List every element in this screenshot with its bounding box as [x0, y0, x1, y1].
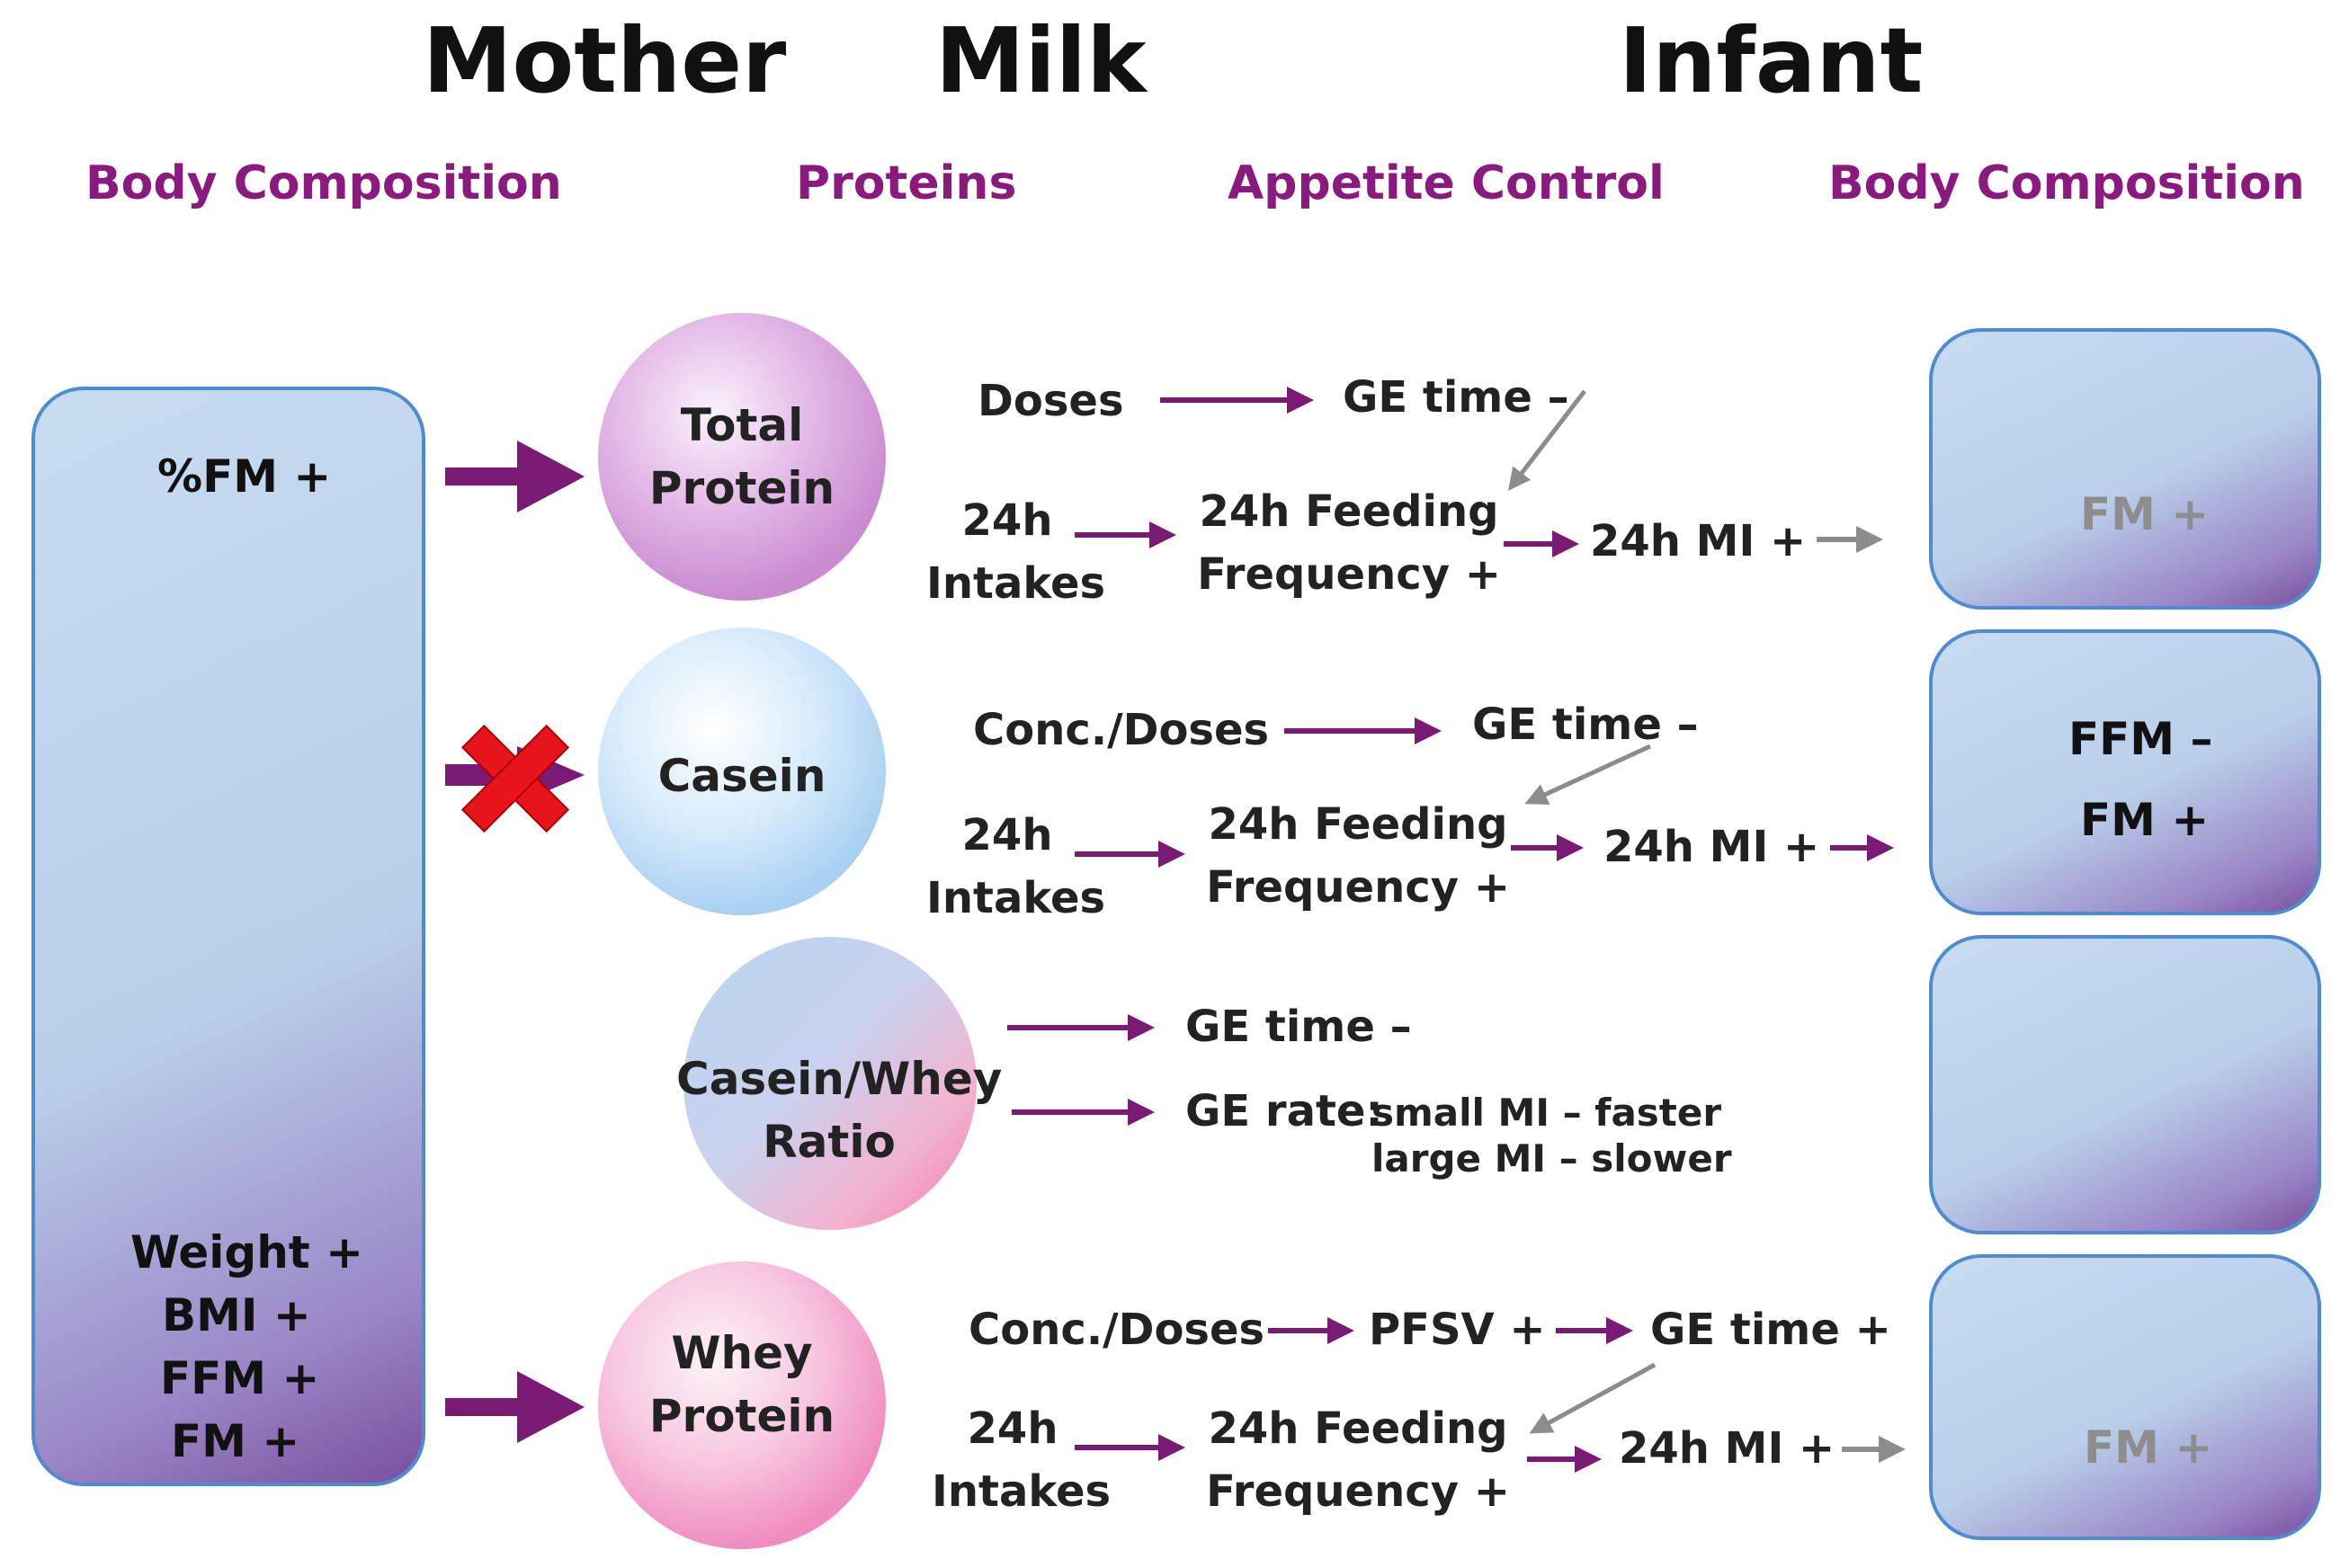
row1-intakes-line2: Intakes	[926, 557, 1106, 609]
infant-box-casein	[1929, 629, 2321, 915]
whey-protein-label: Whey Protein	[634, 1322, 850, 1448]
row2-mi: 24h MI +	[1603, 822, 1820, 872]
row2-intakes-line1: 24h	[961, 810, 1053, 860]
infant-box2-ffm: FFM –	[2068, 713, 2213, 765]
header-milk: Milk	[935, 8, 1147, 113]
row2-intakes: 24h Intakes	[926, 805, 1106, 930]
mother-fm-percent: %FM +	[157, 450, 332, 503]
row1-ge-time: GE time –	[1343, 372, 1569, 423]
subheader-infant-body: Body Composition	[1828, 156, 2305, 210]
total-protein-label: Total Protein	[634, 394, 850, 520]
row2-feeding: 24h Feeding Frequency +	[1192, 794, 1524, 919]
header-mother: Mother	[423, 8, 787, 113]
header-infant: Infant	[1619, 8, 1924, 113]
whey-line2: Protein	[648, 1390, 835, 1442]
ratio-line2: Ratio	[763, 1116, 896, 1168]
mother-to-whey-arrow	[445, 1371, 585, 1443]
subheader-mother-body: Body Composition	[85, 156, 562, 210]
row1-intakes-line1: 24h	[961, 495, 1053, 546]
ratio-line1: Casein/Whey	[676, 1053, 1003, 1105]
row3-small-mi: small MI – faster	[1371, 1091, 1722, 1135]
row3-ge-rate: GE rate:	[1185, 1086, 1383, 1136]
whey-line1: Whey	[671, 1327, 813, 1379]
row4-intakes-line1: 24h	[967, 1403, 1058, 1454]
infant-box-ratio	[1929, 935, 2321, 1234]
row4-ge-time: GE time +	[1650, 1305, 1891, 1355]
total-protein-circle	[598, 313, 886, 601]
mother-body-composition-box	[31, 387, 425, 1486]
row4-feeding: 24h Feeding Frequency +	[1192, 1398, 1524, 1523]
row3-large-mi: large MI – slower	[1371, 1136, 1732, 1180]
row4-pfsv: PFSV +	[1369, 1305, 1546, 1355]
row1-doses: Doses	[978, 376, 1124, 426]
row4-intakes: 24h Intakes	[932, 1398, 1112, 1523]
row2-feeding-line2: Frequency +	[1206, 861, 1510, 913]
infant-box-whey	[1929, 1254, 2321, 1540]
casein-whey-ratio-label: Casein/Whey Ratio	[676, 1047, 1003, 1173]
infant-box4-fm: FM +	[2084, 1421, 2213, 1474]
row4-mi: 24h MI +	[1619, 1423, 1835, 1474]
casein-label: Casein	[657, 750, 826, 802]
mother-to-total-arrow	[445, 441, 585, 512]
arrow-getime-feeding-casein	[1524, 744, 1652, 806]
row2-ge-time: GE time –	[1472, 699, 1699, 750]
row4-intakes-line2: Intakes	[932, 1466, 1112, 1517]
row1-feeding: 24h Feeding Frequency +	[1183, 481, 1515, 606]
row1-mi: 24h MI +	[1590, 516, 1807, 566]
row4-feeding-line2: Frequency +	[1206, 1466, 1510, 1517]
total-protein-line2: Protein	[648, 462, 835, 514]
red-x-icon	[460, 724, 570, 833]
row1-intakes: 24h Intakes	[926, 490, 1106, 615]
row1-feeding-line2: Frequency +	[1197, 548, 1501, 600]
whey-protein-circle	[598, 1261, 886, 1549]
row2-feeding-line1: 24h Feeding	[1208, 799, 1508, 850]
row2-conc-doses: Conc./Doses	[973, 705, 1270, 755]
mother-weight: Weight +	[130, 1226, 364, 1278]
infant-box2-fm: FM +	[2080, 794, 2210, 846]
subheader-proteins: Proteins	[796, 156, 1017, 210]
casein-whey-ratio-circle	[683, 937, 977, 1230]
mother-ffm: FFM +	[160, 1352, 320, 1404]
total-protein-line1: Total	[680, 399, 804, 451]
mother-fm: FM +	[171, 1415, 300, 1467]
row1-feeding-line1: 24h Feeding	[1199, 486, 1499, 537]
row3-ge-time: GE time –	[1185, 1002, 1412, 1052]
mother-bmi: BMI +	[162, 1289, 311, 1341]
row4-feeding-line1: 24h Feeding	[1208, 1403, 1508, 1454]
subheader-appetite: Appetite Control	[1228, 156, 1665, 210]
infant-box1-fm: FM +	[2080, 488, 2210, 540]
row4-conc-doses: Conc./Doses	[969, 1305, 1265, 1355]
arrow-getime-feeding-whey	[1529, 1362, 1657, 1434]
arrow-getime-feeding	[1507, 389, 1586, 491]
row2-intakes-line2: Intakes	[926, 872, 1106, 923]
infant-box-total	[1929, 328, 2321, 610]
casein-circle	[598, 628, 886, 915]
